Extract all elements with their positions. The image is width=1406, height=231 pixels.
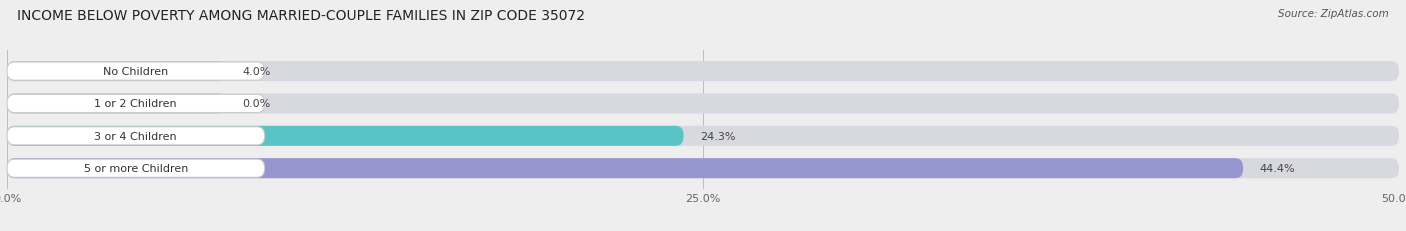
Text: 5 or more Children: 5 or more Children [83, 164, 188, 173]
Text: 44.4%: 44.4% [1260, 164, 1295, 173]
FancyBboxPatch shape [7, 63, 264, 81]
FancyBboxPatch shape [7, 158, 1399, 179]
FancyBboxPatch shape [7, 127, 264, 145]
FancyBboxPatch shape [7, 62, 1399, 82]
Text: Source: ZipAtlas.com: Source: ZipAtlas.com [1278, 9, 1389, 19]
FancyBboxPatch shape [7, 126, 683, 146]
FancyBboxPatch shape [7, 159, 264, 177]
FancyBboxPatch shape [7, 94, 1399, 114]
Text: 4.0%: 4.0% [243, 67, 271, 77]
Text: 1 or 2 Children: 1 or 2 Children [94, 99, 177, 109]
Text: 3 or 4 Children: 3 or 4 Children [94, 131, 177, 141]
FancyBboxPatch shape [7, 95, 264, 113]
Text: 0.0%: 0.0% [243, 99, 271, 109]
FancyBboxPatch shape [7, 94, 226, 114]
FancyBboxPatch shape [7, 158, 1243, 179]
FancyBboxPatch shape [7, 126, 1399, 146]
Text: No Children: No Children [103, 67, 169, 77]
Text: 24.3%: 24.3% [700, 131, 735, 141]
Text: INCOME BELOW POVERTY AMONG MARRIED-COUPLE FAMILIES IN ZIP CODE 35072: INCOME BELOW POVERTY AMONG MARRIED-COUPL… [17, 9, 585, 23]
FancyBboxPatch shape [7, 62, 226, 82]
